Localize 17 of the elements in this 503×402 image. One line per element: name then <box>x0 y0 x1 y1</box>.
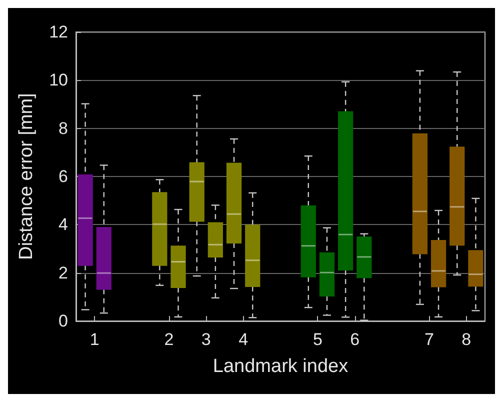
y-tick-label: 12 <box>49 22 68 42</box>
y-tick-label: 10 <box>49 70 68 90</box>
x-tick-label: 1 <box>90 330 100 349</box>
y-tick-label: 0 <box>58 312 68 330</box>
x-tick-label: 7 <box>424 330 434 349</box>
y-tick-label: 6 <box>58 167 68 186</box>
y-tick-label: 8 <box>58 118 68 138</box>
x-tick-label: 4 <box>238 330 248 349</box>
x-tick-label: 8 <box>462 330 472 349</box>
x-tick-label: 2 <box>164 330 174 349</box>
x-axis-title: Landmark index <box>212 356 349 377</box>
y-tick-label: 2 <box>58 263 68 282</box>
y-axis-title: Distance error [mm] <box>16 93 37 260</box>
x-tick-label: 6 <box>350 330 360 349</box>
x-tick-label: 5 <box>312 330 322 349</box>
x-tick-label: 3 <box>201 330 211 349</box>
y-tick-label: 4 <box>58 215 68 234</box>
